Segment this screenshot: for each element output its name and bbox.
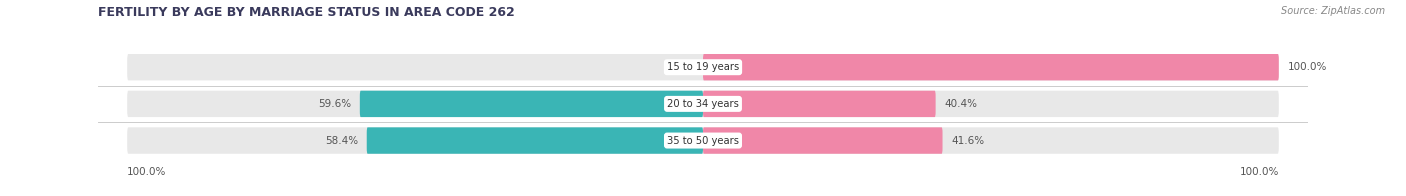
Text: 15 to 19 years: 15 to 19 years: [666, 62, 740, 72]
Text: 20 to 34 years: 20 to 34 years: [666, 99, 740, 109]
Text: 58.4%: 58.4%: [325, 136, 359, 146]
Text: 100.0%: 100.0%: [1288, 62, 1327, 72]
Text: 0.0%: 0.0%: [665, 62, 692, 72]
FancyBboxPatch shape: [703, 54, 1279, 80]
FancyBboxPatch shape: [127, 91, 1279, 117]
Text: FERTILITY BY AGE BY MARRIAGE STATUS IN AREA CODE 262: FERTILITY BY AGE BY MARRIAGE STATUS IN A…: [98, 6, 515, 19]
Text: Source: ZipAtlas.com: Source: ZipAtlas.com: [1281, 6, 1385, 16]
Text: 40.4%: 40.4%: [945, 99, 977, 109]
Text: 100.0%: 100.0%: [127, 167, 166, 177]
FancyBboxPatch shape: [360, 91, 703, 117]
Text: 59.6%: 59.6%: [318, 99, 352, 109]
Text: 35 to 50 years: 35 to 50 years: [666, 136, 740, 146]
FancyBboxPatch shape: [703, 91, 935, 117]
Text: 100.0%: 100.0%: [1240, 167, 1279, 177]
Text: 41.6%: 41.6%: [952, 136, 984, 146]
Legend: Married, Unmarried: Married, Unmarried: [623, 191, 783, 196]
FancyBboxPatch shape: [703, 127, 942, 154]
FancyBboxPatch shape: [127, 54, 1279, 80]
FancyBboxPatch shape: [367, 127, 703, 154]
FancyBboxPatch shape: [127, 127, 1279, 154]
